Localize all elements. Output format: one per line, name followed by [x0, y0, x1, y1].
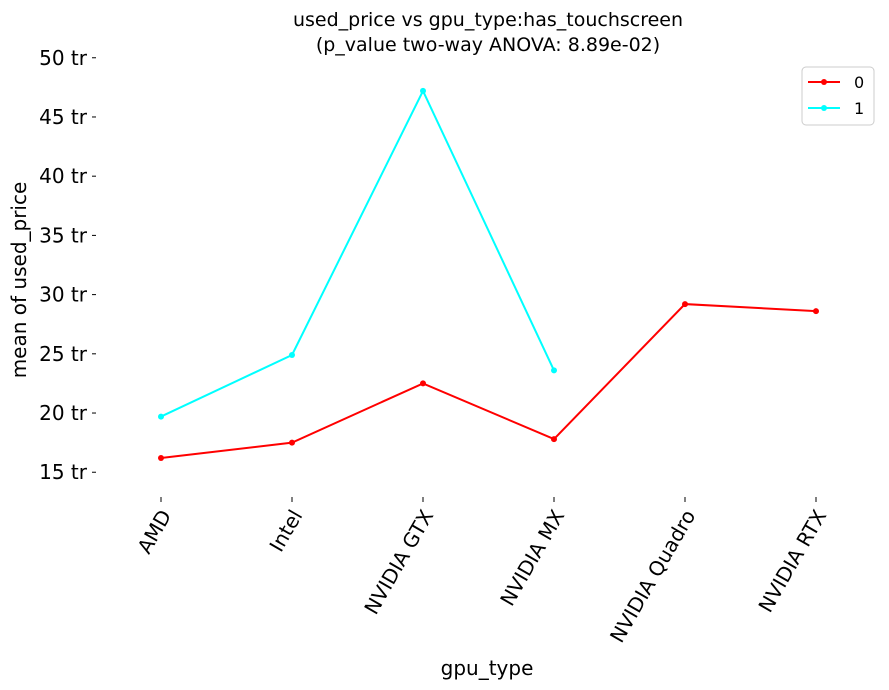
y-tick-label: 25 tr — [39, 342, 88, 366]
data-point — [289, 352, 295, 358]
chart-title: used_price vs gpu_type:has_touchscreen — [293, 9, 683, 31]
y-tick-label: 20 tr — [39, 401, 88, 425]
x-tick-label: NVIDIA Quadro — [605, 506, 700, 647]
y-tick-label: 40 tr — [39, 164, 88, 188]
legend-marker — [821, 105, 827, 111]
legend-item: 0 — [808, 73, 864, 92]
legend-label: 1 — [854, 99, 864, 118]
y-tick-label: 45 tr — [39, 105, 88, 129]
x-tick-label: NVIDIA RTX — [753, 505, 831, 616]
data-point — [551, 436, 557, 443]
legend-item: 1 — [808, 99, 864, 118]
series-1 — [158, 87, 557, 420]
data-point — [289, 439, 295, 446]
legend-marker — [821, 79, 827, 85]
x-tick-label: NVIDIA MX — [495, 505, 569, 610]
y-axis: 15 tr 20 tr 25 tr 30 tr 35 tr 40 tr 45 tr 50 tr — [39, 46, 96, 484]
y-tick-label: 35 tr — [39, 223, 88, 247]
series-line — [160, 303, 817, 460]
x-axis-label: gpu_type — [441, 656, 534, 680]
y-tick-label: 50 tr — [39, 46, 88, 70]
y-tick-label: 30 tr — [39, 283, 88, 307]
y-tick-label: 15 tr — [39, 460, 88, 484]
data-point — [682, 301, 688, 308]
data-point — [158, 455, 164, 462]
x-axis: AMD Intel NVIDIA GTX NVIDIA MX NVIDIA Quadro… — [132, 497, 831, 647]
data-point — [158, 413, 164, 420]
series-0 — [158, 301, 819, 462]
y-axis-label: mean of used_price — [7, 182, 31, 379]
x-tick-label: NVIDIA GTX — [359, 505, 438, 618]
legend-label: 0 — [854, 73, 864, 92]
data-point — [420, 87, 426, 94]
data-point — [420, 380, 426, 387]
x-tick-label: AMD — [132, 506, 176, 558]
series-group — [158, 87, 819, 462]
chart-subtitle: (p_value two-way ANOVA: 8.89e-02) — [316, 34, 660, 56]
data-point — [551, 367, 557, 374]
x-tick-label: Intel — [264, 506, 307, 556]
series-line — [160, 88, 555, 418]
data-point — [813, 308, 819, 315]
legend: 01 — [801, 66, 875, 126]
